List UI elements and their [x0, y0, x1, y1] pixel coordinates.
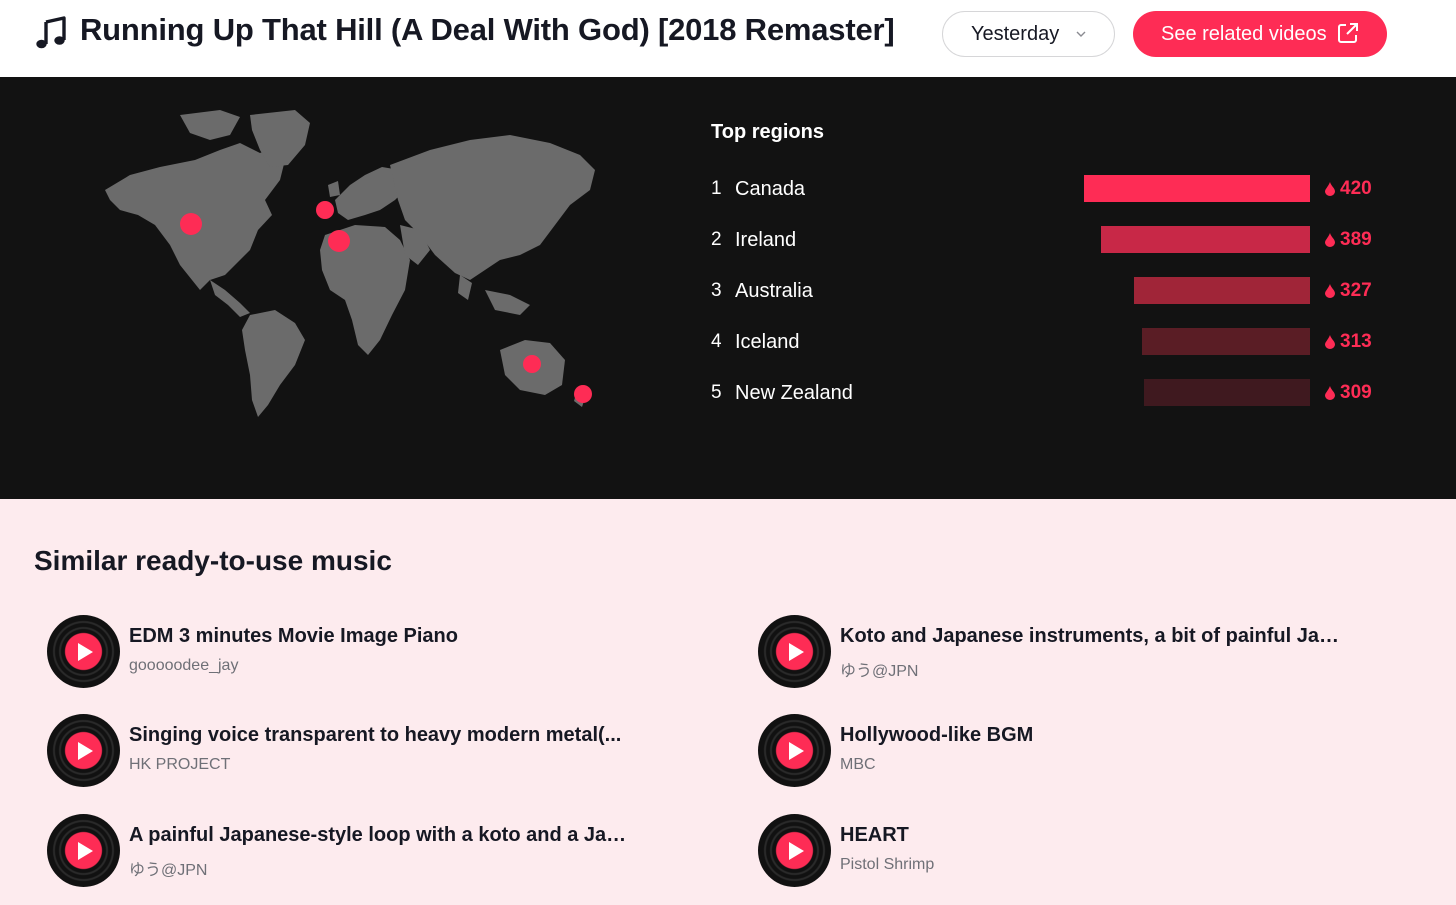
region-value: 327	[1325, 277, 1372, 305]
track-title[interactable]: A painful Japanese-style loop with a kot…	[129, 824, 629, 846]
region-name: Ireland	[735, 229, 797, 251]
track-title[interactable]: Hollywood-like BGM	[840, 724, 1034, 746]
external-link-icon	[1338, 23, 1358, 43]
region-name: New Zealand	[735, 382, 853, 404]
play-disc-button[interactable]	[47, 615, 120, 688]
chevron-down-icon	[1076, 31, 1086, 37]
track-item[interactable]: HEART Pistol Shrimp	[758, 814, 1398, 890]
region-row: 2 Ireland 389	[711, 226, 1376, 254]
period-dropdown[interactable]: Yesterday	[942, 11, 1115, 57]
track-item[interactable]: Singing voice transparent to heavy moder…	[47, 714, 687, 790]
iceland-marker	[316, 201, 334, 219]
similar-music-panel: Similar ready-to-use music EDM 3 minutes…	[0, 499, 1456, 905]
play-disc-button[interactable]	[758, 714, 831, 787]
track-artist: MBC	[840, 756, 876, 773]
flame-icon	[1325, 335, 1335, 349]
play-icon	[78, 842, 93, 860]
region-value-text: 313	[1340, 331, 1372, 352]
see-related-videos-button[interactable]: See related videos	[1133, 11, 1387, 57]
region-row: 3 Australia 327	[711, 277, 1376, 305]
flame-icon	[1325, 233, 1335, 247]
track-artist: ゆう@JPN	[840, 663, 919, 680]
track-title[interactable]: Koto and Japanese instruments, a bit of …	[840, 625, 1340, 647]
regions-panel: Top regions 1 Canada 420 2 Ireland 389 3 Austra…	[0, 77, 1456, 499]
track-item[interactable]: EDM 3 minutes Movie Image Piano gooooodee…	[47, 615, 687, 691]
play-icon	[78, 742, 93, 760]
track-item[interactable]: Hollywood-like BGM MBC	[758, 714, 1398, 790]
track-artist: gooooodee_jay	[129, 657, 239, 674]
region-bar	[1134, 277, 1310, 304]
see-related-videos-label: See related videos	[1161, 22, 1327, 45]
song-title: Running Up That Hill (A Deal With God) […	[80, 12, 895, 47]
track-title[interactable]: HEART	[840, 824, 909, 846]
flame-icon	[1325, 182, 1335, 196]
track-artist: ゆう@JPN	[129, 862, 208, 879]
region-value: 313	[1325, 328, 1372, 356]
region-value-text: 420	[1340, 178, 1372, 199]
region-row: 5 New Zealand 309	[711, 379, 1376, 407]
track-artist: HK PROJECT	[129, 756, 231, 773]
region-value-text: 389	[1340, 229, 1372, 250]
region-value-text: 327	[1340, 280, 1372, 301]
flame-icon	[1325, 386, 1335, 400]
world-map	[105, 110, 595, 417]
region-bar	[1144, 379, 1310, 406]
music-note-icon	[36, 16, 66, 49]
region-rank: 3	[711, 280, 722, 301]
region-markers	[180, 201, 592, 403]
region-name: Iceland	[735, 331, 800, 353]
region-value-text: 309	[1340, 382, 1372, 403]
region-rank: 5	[711, 382, 722, 403]
canada-marker	[180, 213, 202, 235]
region-value: 420	[1325, 175, 1372, 203]
track-item[interactable]: Koto and Japanese instruments, a bit of …	[758, 615, 1398, 691]
region-value: 389	[1325, 226, 1372, 254]
track-title[interactable]: EDM 3 minutes Movie Image Piano	[129, 625, 458, 647]
play-disc-button[interactable]	[47, 814, 120, 887]
track-title[interactable]: Singing voice transparent to heavy moder…	[129, 724, 622, 746]
ireland-marker	[328, 230, 350, 252]
similar-music-title: Similar ready-to-use music	[34, 545, 392, 576]
region-rank: 4	[711, 331, 722, 352]
australia-marker	[523, 355, 541, 373]
play-disc-button[interactable]	[758, 814, 831, 887]
region-rank: 2	[711, 229, 722, 250]
play-icon	[789, 842, 804, 860]
region-bar	[1142, 328, 1310, 355]
play-disc-button[interactable]	[47, 714, 120, 787]
region-rank: 1	[711, 178, 722, 199]
track-artist: Pistol Shrimp	[840, 856, 935, 873]
track-item[interactable]: A painful Japanese-style loop with a kot…	[47, 814, 687, 890]
region-row: 1 Canada 420	[711, 175, 1376, 203]
play-icon	[789, 742, 804, 760]
region-name: Australia	[735, 280, 813, 302]
region-bar	[1084, 175, 1310, 202]
header: Running Up That Hill (A Deal With God) […	[0, 0, 1456, 77]
play-disc-button[interactable]	[758, 615, 831, 688]
new-zealand-marker	[574, 385, 592, 403]
period-dropdown-label: Yesterday	[971, 22, 1060, 45]
flame-icon	[1325, 284, 1335, 298]
region-name: Canada	[735, 178, 806, 200]
region-bar	[1101, 226, 1310, 253]
top-regions-title: Top regions	[711, 121, 824, 143]
region-row: 4 Iceland 313	[711, 328, 1376, 356]
play-icon	[789, 643, 804, 661]
play-icon	[78, 643, 93, 661]
region-value: 309	[1325, 379, 1372, 407]
